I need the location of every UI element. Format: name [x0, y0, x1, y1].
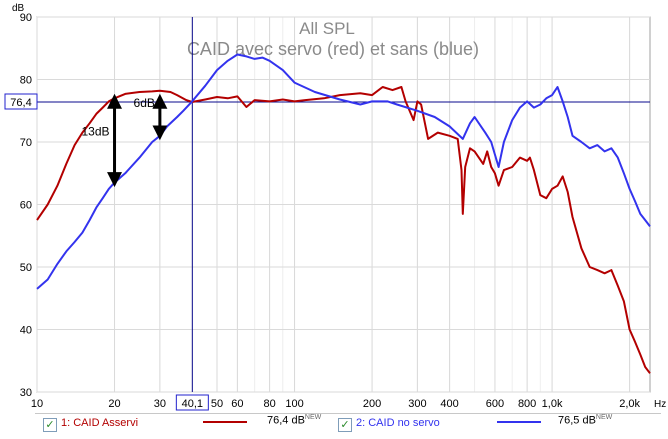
x-tick-label: 10: [31, 398, 43, 410]
legend-swatch: [497, 421, 541, 423]
x-tick-label: 200: [363, 398, 381, 410]
legend-label: 2: CAID no servo: [356, 417, 440, 429]
x-tick-label: 800: [518, 398, 536, 410]
chart-title: All SPL: [299, 19, 355, 38]
cursor-x-box: [175, 394, 209, 411]
checkbox-series-2[interactable]: ✓: [338, 418, 352, 432]
legend-swatch: [203, 421, 247, 423]
y-tick-label: 90: [20, 12, 32, 24]
y-tick-label: 60: [20, 200, 32, 212]
x-tick-label: 60: [231, 398, 243, 410]
legend-label: 1: CAID Asservi: [61, 417, 139, 429]
x-tick-label: 80: [263, 398, 275, 410]
y-tick-label: 30: [20, 387, 32, 399]
checkbox-series-1[interactable]: ✓: [43, 418, 57, 432]
y-tick-label: 70: [20, 137, 32, 149]
annotation-label: 13dB: [81, 124, 109, 138]
x-axis-unit: Hz: [654, 399, 666, 410]
cursor-y-value: 76,4: [10, 97, 31, 109]
x-tick-label: 1,0k: [542, 398, 563, 410]
x-tick-label: 600: [486, 398, 504, 410]
x-tick-label: 400: [440, 398, 458, 410]
y-tick-label: 80: [20, 75, 32, 87]
series-line-1: [36, 86, 651, 374]
series-line-2: [36, 53, 651, 290]
x-tick-label: 300: [408, 398, 426, 410]
x-tick-label: 50: [211, 398, 223, 410]
x-tick-label: 2,0k: [619, 398, 640, 410]
y-tick-label: 50: [20, 262, 32, 274]
legend: ✓ 1: CAID Asservi 76,4 dBNEW ✓ 2: CAID n…: [35, 413, 661, 436]
x-tick-label: 30: [154, 398, 166, 410]
chart-subtitle: CAID avec servo (red) et sans (blue): [187, 39, 479, 59]
x-tick-label: 100: [285, 398, 303, 410]
cursor-x-value: 40,1: [182, 398, 203, 410]
legend-value: 76,4 dBNEW: [267, 414, 322, 427]
spl-chart: 30 40 50 60 70 80 90 10 20 30 50 60 80 100 200 300 400 60…: [4, 3, 666, 411]
y-tick-label: 40: [20, 325, 32, 337]
x-tick-label: 20: [108, 398, 120, 410]
annotation-label: 6dB: [134, 96, 155, 110]
cursor-y-box: [4, 93, 38, 110]
legend-value: 76,5 dBNEW: [558, 414, 613, 427]
y-axis-unit: dB: [12, 3, 25, 14]
